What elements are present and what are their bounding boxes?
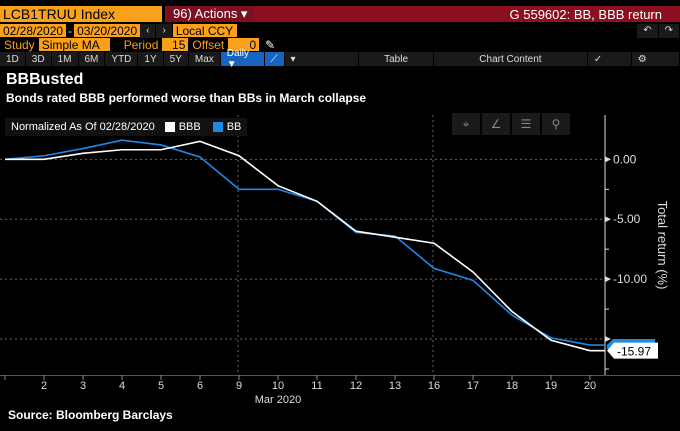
y-tick-mark — [605, 276, 611, 283]
range-1y[interactable]: 1Y — [138, 52, 163, 66]
series-line-bbb — [5, 140, 591, 352]
x-tick-label: 17 — [467, 380, 479, 392]
end-date-input[interactable]: 03/20/2020 — [74, 24, 141, 38]
source-note: Source: Bloomberg Barclays — [8, 408, 173, 422]
zoom-icon[interactable]: ⚲ — [542, 113, 570, 135]
study-label: Study — [4, 37, 35, 52]
series-line-bb — [4, 139, 591, 346]
offset-input[interactable]: 0 — [228, 38, 260, 52]
chart-subtitle: Bonds rated BBB performed worse than BBs… — [6, 91, 367, 105]
range-ytd[interactable]: YTD — [105, 52, 138, 66]
x-tick-label: 19 — [545, 380, 557, 392]
annotation-icon[interactable]: ☰ — [512, 113, 540, 135]
x-tick-label: 16 — [428, 380, 440, 392]
range-5y[interactable]: 5Y — [163, 52, 188, 66]
x-tick-label: 5 — [158, 380, 164, 392]
x-tick-label: 11 — [311, 380, 322, 392]
redo-icon[interactable]: ↷ — [658, 23, 679, 38]
y-tick-label: -5.00 — [613, 212, 641, 226]
legend-swatch-bb — [212, 122, 223, 132]
y-tick-mark — [605, 156, 611, 163]
frequency-select[interactable]: Daily ▼ — [220, 48, 264, 70]
gear-icon[interactable]: ⚙ — [631, 52, 680, 66]
start-date-input[interactable]: 02/28/2020 — [0, 24, 67, 38]
x-axis-line — [0, 375, 680, 376]
date-dash: - — [68, 23, 73, 38]
legend-prefix: Normalized As Of 02/28/2020 — [11, 121, 155, 133]
crosshair-icon[interactable]: ⌖ — [452, 113, 480, 135]
y-tick-label: 0.00 — [613, 152, 637, 166]
pencil-icon[interactable]: ✎ — [265, 37, 276, 52]
y-tick-mark — [605, 216, 611, 223]
x-tick-label: 4 — [119, 380, 125, 392]
offset-label: Offset — [192, 37, 225, 52]
x-tick-label: 9 — [236, 380, 242, 392]
legend-bbb[interactable]: BBB — [178, 121, 201, 133]
x-tick-label: 10 — [272, 380, 284, 392]
undo-icon[interactable]: ↶ — [637, 23, 658, 38]
legend: Normalized As Of 02/28/2020 BBB BB — [5, 118, 248, 136]
x-tick-label: 6 — [197, 380, 203, 392]
x-tick-label: 2 — [41, 380, 47, 392]
currency-select[interactable]: Local CCY — [172, 24, 237, 38]
table-button[interactable]: Table — [359, 52, 433, 66]
chart-title: BBBusted — [6, 71, 84, 88]
range-3d[interactable]: 3D — [25, 52, 51, 66]
period-input[interactable]: 15 — [162, 38, 189, 52]
ticker-input[interactable]: LCB1TRUU Index — [0, 6, 162, 22]
x-tick-label: 13 — [389, 380, 401, 392]
bbb-last-value-label: -15.97 — [617, 345, 651, 359]
next-button[interactable]: › — [156, 23, 172, 38]
x-tick-label: 12 — [350, 380, 362, 392]
x-axis-label: Mar 2020 — [255, 394, 301, 406]
chart-type-dropdown[interactable]: ▾ — [284, 52, 359, 66]
x-tick-label: 3 — [80, 380, 86, 392]
edit-icon[interactable]: ✓ — [587, 52, 631, 66]
bbb-last-value-badge — [607, 342, 658, 359]
chart-content-button[interactable]: Chart Content — [433, 52, 587, 66]
actions-menu[interactable]: 96) Actions ▾ — [165, 6, 253, 22]
line-chart-icon[interactable]: ⟋ — [264, 52, 284, 66]
range-1d[interactable]: 1D — [0, 52, 25, 66]
x-tick-label: 18 — [506, 380, 518, 392]
y-tick-label: -10.00 — [613, 272, 647, 286]
study-select[interactable]: Simple MA — [38, 38, 110, 52]
prev-button[interactable]: ‹ — [140, 23, 156, 38]
y-tick-mark — [605, 336, 611, 343]
range-max[interactable]: Max — [188, 52, 220, 66]
x-tick-label: 20 — [584, 380, 596, 392]
graph-title: G 559602: BB, BBB return — [253, 6, 680, 22]
draw-line-icon[interactable]: ∠ — [482, 113, 510, 135]
y-axis-label: Total return (%) — [655, 201, 670, 290]
range-1m[interactable]: 1M — [51, 52, 78, 66]
range-6m[interactable]: 6M — [78, 52, 105, 66]
period-label: Period — [123, 37, 159, 52]
legend-bb[interactable]: BB — [226, 121, 242, 133]
legend-swatch-bbb — [164, 122, 175, 132]
